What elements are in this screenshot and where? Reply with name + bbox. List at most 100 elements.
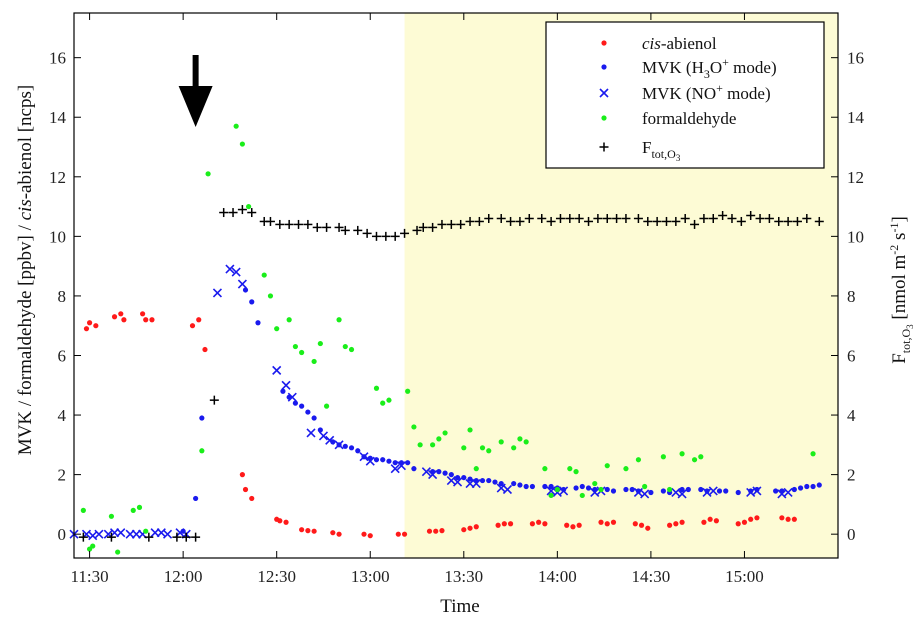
data-point <box>814 216 824 226</box>
data-point <box>437 219 447 229</box>
data-point <box>783 216 793 226</box>
data-point <box>523 483 529 490</box>
data-point <box>140 311 146 317</box>
data-point <box>249 299 255 305</box>
data-point <box>317 427 323 433</box>
data-point <box>559 486 569 496</box>
data-point <box>94 529 104 539</box>
legend-marker <box>601 40 607 46</box>
data-point <box>202 346 208 353</box>
data-point <box>426 528 433 534</box>
data-point <box>579 492 585 499</box>
data-point <box>752 486 762 496</box>
x-tick-label: 14:30 <box>632 567 671 586</box>
data-point <box>452 477 463 487</box>
data-point <box>242 486 249 493</box>
legend-marker <box>601 115 607 121</box>
data-point <box>430 442 436 448</box>
y-tick-label-right: 12 <box>847 168 864 187</box>
data-point <box>564 522 570 528</box>
data-point <box>502 484 513 495</box>
data-point <box>642 483 648 490</box>
data-point <box>573 469 579 475</box>
data-point <box>143 317 149 323</box>
data-point <box>305 528 311 534</box>
y-tick-label-left: 8 <box>58 287 67 306</box>
data-point <box>671 216 681 226</box>
data-point <box>86 320 93 326</box>
data-point <box>237 205 247 215</box>
data-point <box>334 222 344 232</box>
data-point <box>673 521 679 527</box>
data-point <box>400 228 410 238</box>
data-point <box>621 213 631 223</box>
data-point <box>727 213 737 223</box>
data-point <box>537 213 547 223</box>
data-point <box>679 451 685 457</box>
data-point <box>274 326 280 332</box>
data-point <box>231 267 241 277</box>
data-point <box>467 427 473 433</box>
data-point <box>474 216 484 226</box>
data-point <box>604 463 610 469</box>
data-point <box>755 213 765 223</box>
data-point <box>484 213 494 223</box>
data-point <box>255 320 261 326</box>
y-tick-label-right: 4 <box>847 406 856 425</box>
data-point <box>708 486 718 496</box>
data-point <box>312 222 322 232</box>
y-axis-label-right: Ftot,O3 [nmol m-2 s-1] <box>887 216 915 364</box>
data-point <box>679 486 685 493</box>
data-point <box>209 395 219 405</box>
data-point <box>239 472 245 478</box>
data-point <box>311 358 317 365</box>
data-point <box>698 486 704 493</box>
data-point <box>311 528 317 534</box>
data-point <box>555 213 565 223</box>
data-point <box>454 474 461 481</box>
data-point <box>542 466 548 472</box>
data-point <box>162 529 173 539</box>
x-tick-label: 14:00 <box>538 567 577 586</box>
data-point <box>640 489 650 499</box>
data-point <box>287 392 297 402</box>
data-point <box>361 531 367 537</box>
data-point <box>661 216 671 226</box>
data-point <box>448 472 454 478</box>
y-tick-label-left: 4 <box>58 406 67 425</box>
data-point <box>456 219 466 229</box>
data-point <box>635 457 642 463</box>
data-point <box>498 480 504 487</box>
data-point <box>584 216 594 226</box>
data-point <box>373 457 380 463</box>
data-point <box>592 480 598 487</box>
chart-marks <box>69 123 824 555</box>
data-point <box>219 208 229 218</box>
data-point <box>336 531 342 537</box>
data-point <box>237 279 247 289</box>
legend-markers <box>599 40 609 152</box>
data-point <box>371 231 381 241</box>
data-point <box>708 213 718 223</box>
data-point <box>442 430 448 436</box>
data-point <box>699 213 709 223</box>
data-point <box>90 543 96 549</box>
data-point <box>691 457 698 463</box>
data-point <box>461 527 467 533</box>
data-point <box>473 524 479 530</box>
data-point <box>698 454 704 460</box>
data-point <box>380 400 386 406</box>
data-point <box>529 483 536 490</box>
data-point <box>791 516 797 522</box>
data-point <box>323 403 330 409</box>
data-point <box>247 208 257 218</box>
data-point <box>465 216 475 226</box>
data-point <box>317 340 323 347</box>
data-point <box>284 219 294 229</box>
data-point <box>679 519 685 525</box>
data-point <box>281 380 291 390</box>
data-point <box>396 461 406 471</box>
data-point <box>233 123 239 129</box>
data-point <box>612 213 622 223</box>
data-point <box>690 219 700 229</box>
